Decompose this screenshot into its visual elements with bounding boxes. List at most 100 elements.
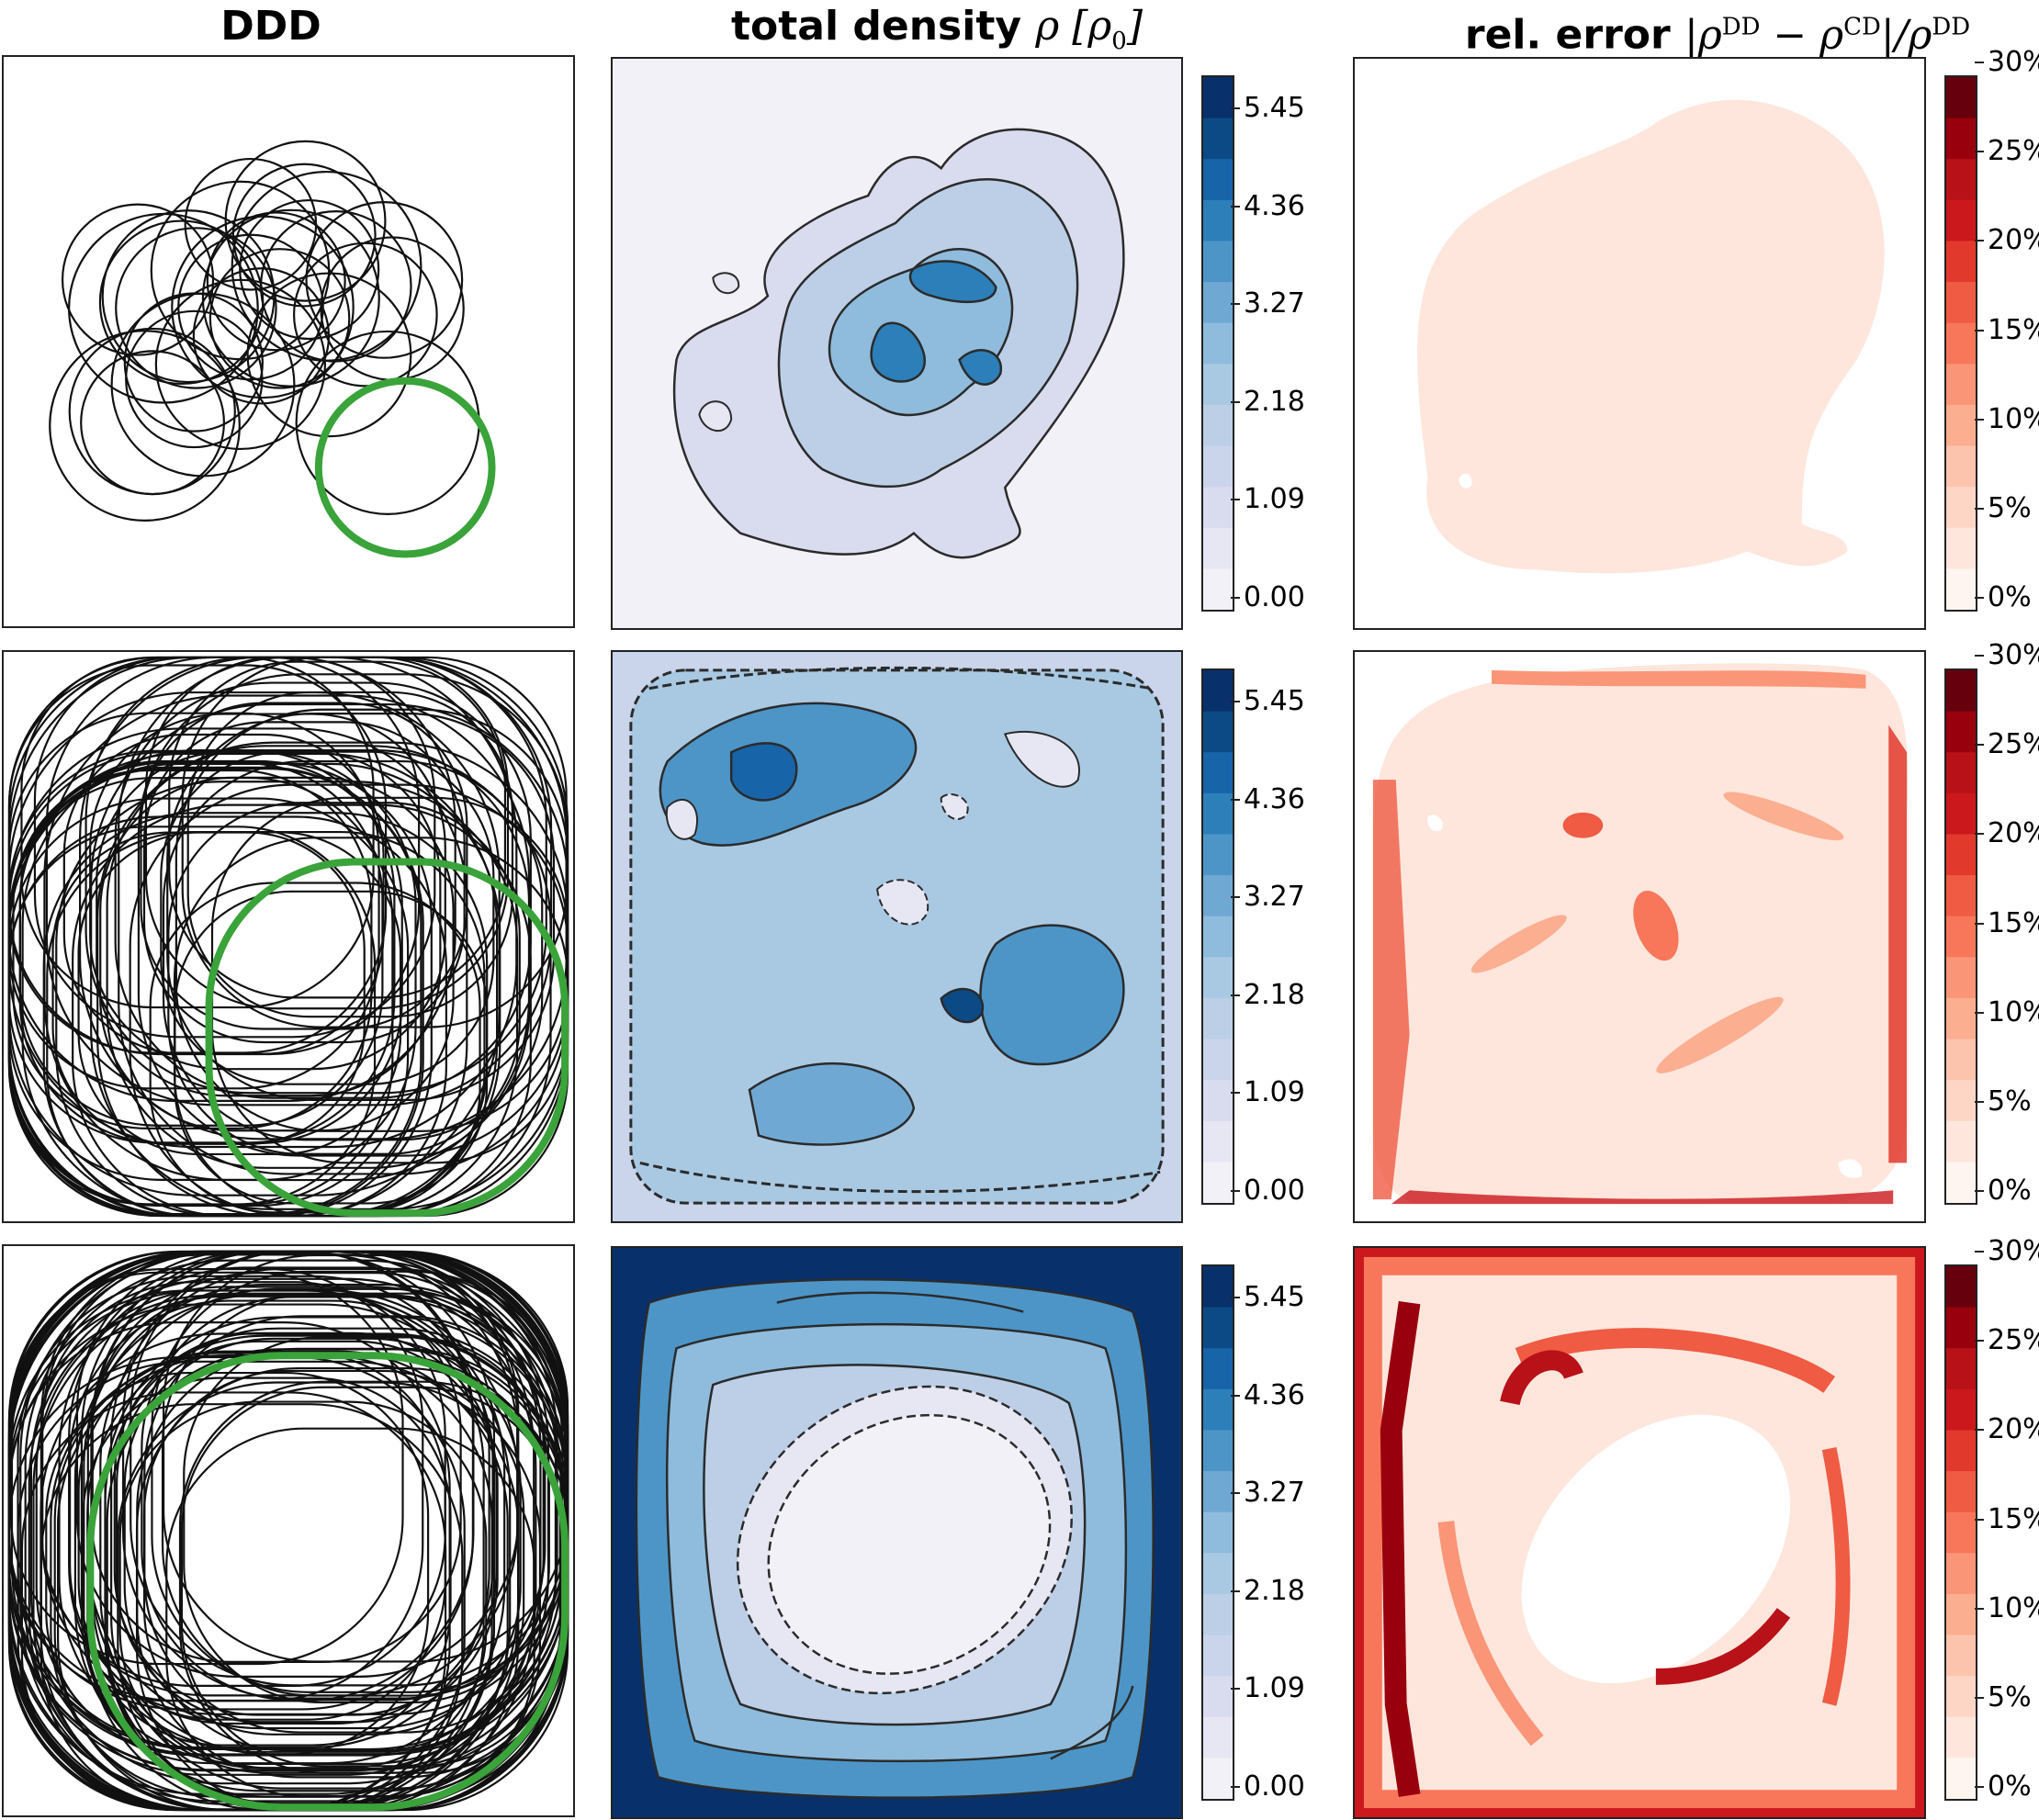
dislocation-loop [86,1272,545,1730]
colorbar-level [1203,1162,1233,1203]
highlighted-loop [205,858,569,1218]
colorbar-tick-label: 30% [1975,1238,2039,1265]
colorbar-level [1946,322,1976,365]
dislocation-loop [20,656,375,1009]
colorbar-tick-label: 1.09 [1231,1076,1305,1108]
colorbar-level [1203,364,1233,406]
colorbar-level [1203,711,1233,753]
colorbar-tick-label: 5% [1975,492,2032,524]
colorbar-tick-label: 3.27 [1231,881,1305,913]
colorbar-level [1946,670,1976,713]
colorbar-level [1946,916,1976,958]
colorbar-level [1946,118,1976,160]
colorbar-level [1946,1266,1976,1309]
colorbar-level [1203,1471,1233,1513]
colorbar-level [1203,199,1233,242]
colorbar-level [1946,241,1976,283]
colorbar-level [1946,752,1976,794]
dislocation-loop [7,664,388,1054]
colorbar-level [1946,1039,1976,1081]
colorbar-tick-label: 0.00 [1231,580,1305,613]
colorbar-level [1946,364,1976,406]
dislocation-loop [201,208,380,388]
density-colorbar-row2 [1201,668,1234,1205]
dislocation-loop [89,713,446,1071]
colorbar-level [1203,568,1233,610]
density-colorbar-row1 [1201,75,1234,612]
colorbar-level [1203,118,1233,160]
colorbar-level [1946,1635,1976,1677]
density-title-math: ρ [ρ0] [1035,3,1143,55]
ddd-title-text: DDD [220,3,321,50]
dislocation-loop [118,1400,488,1769]
colorbar-tick-label: 2.18 [1231,1574,1305,1607]
colorbar-tick-label: 0% [1975,1770,2032,1803]
density-panel-row3 [611,1246,1183,1819]
dislocation-loop [210,796,569,1164]
colorbar-tick-label: 0.00 [1231,1769,1305,1803]
dislocation-loop [49,330,241,522]
colorbar-level [1946,1388,1976,1431]
colorbar-level [1946,77,1976,119]
highlighted-loop [86,1352,569,1812]
density-panel-row1 [611,57,1183,630]
error-title-math: |ρDD − ρCD|/ρDD [1684,11,1971,59]
colorbar-level [1203,1388,1233,1431]
colorbar-level [1203,1348,1233,1390]
dislocation-loop [125,309,264,449]
colorbar-level [1203,1039,1233,1081]
colorbar-level [1203,527,1233,569]
density-colorbar-row3 [1201,1264,1234,1801]
dislocation-loop [154,278,327,451]
colorbar-level [1946,404,1976,447]
error-panel-row2 [1353,650,1926,1223]
colorbar-tick-label: 15% [1975,909,2039,938]
colorbar-level [1946,282,1976,324]
dislocation-loops-row1 [49,140,496,558]
dislocation-loops-row2 [7,656,569,1218]
colorbar-tick-label: 5.45 [1231,1281,1305,1313]
dislocation-loop [91,1292,462,1663]
colorbar-level [1203,1080,1233,1122]
dislocation-loop [231,163,377,308]
density-contours-row1 [672,128,1125,559]
error-colorbar-row2 [1944,668,1977,1205]
dislocation-loop [82,1376,452,1747]
colorbar-level [1946,487,1976,529]
colorbar-level [1946,159,1976,201]
colorbar-level [1946,527,1976,569]
colorbar-tick-label: 20% [1975,227,2039,254]
colorbar-level [1203,445,1233,488]
colorbar-tick-label: 25% [1975,138,2039,165]
colorbar-tick-label: 0% [1975,1174,2032,1208]
colorbar-level [1203,1307,1233,1349]
dislocation-loop [58,1266,557,1765]
colorbar-level [1203,1593,1233,1636]
dislocation-loops-row3 [7,1250,569,1812]
error-panel-row1 [1353,57,1926,630]
dislocation-loop [20,1391,447,1812]
highlighted-loop [314,376,496,558]
dislocation-loop [305,201,464,359]
colorbar-tick-label: 4.36 [1231,1378,1305,1411]
dislocation-loop [17,1275,490,1749]
colorbar-level [1203,404,1233,447]
colorbar-tick-label: 25% [1975,731,2039,758]
colorbar-level [1946,957,1976,999]
colorbar-level [1203,792,1233,835]
dislocation-loop [7,656,421,1056]
dislocation-loop [29,1277,537,1785]
dislocation-loop [110,292,296,477]
colorbar-level [1946,445,1976,488]
column-title-error: rel. error |ρDD − ρCD|/ρDD [1424,0,2011,59]
error-colorbar-row3 [1944,1264,1977,1801]
colorbar-tick-label: 30% [1975,642,2039,669]
dislocation-loop [12,769,373,1129]
dislocation-loop [116,1340,499,1724]
error-map-row3 [1355,1248,1924,1817]
colorbar-level [1203,997,1233,1040]
colorbar-level [1203,322,1233,365]
colorbar-level [1203,159,1233,201]
density-contours-row3 [613,1248,1181,1817]
colorbar-tick-label: 20% [1975,1416,2039,1444]
